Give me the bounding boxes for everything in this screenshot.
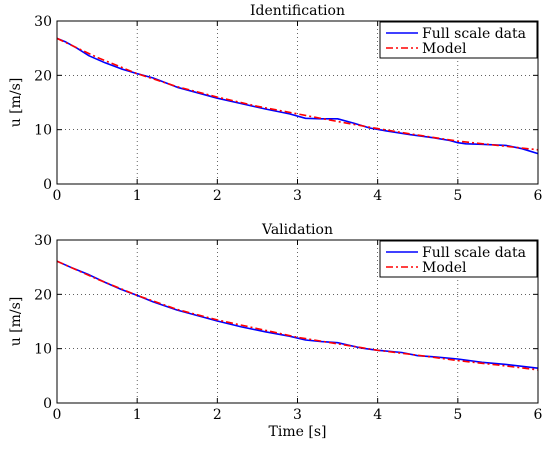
- y-tick-label: 20: [34, 287, 52, 303]
- chart-panel-2: 0 1 2 3 4 5 6 0 10 20 30 Validation u [m/s] Time [s] F…: [8, 222, 543, 440]
- y-axis-label: u [m/s]: [8, 297, 24, 347]
- series-line-full-scale-data: [56, 37, 539, 155]
- y-tick-label: 10: [34, 123, 52, 139]
- legend-label: Full scale data: [422, 26, 526, 42]
- x-tick-label: 3: [293, 407, 302, 423]
- x-tick-label: 2: [213, 407, 222, 423]
- chart-title: Identification: [250, 3, 345, 19]
- x-tick-label: 5: [453, 188, 462, 204]
- x-tick-label: 0: [53, 407, 62, 423]
- legend-box: [379, 21, 538, 59]
- y-tick-label: 30: [34, 233, 52, 249]
- y-tick-label: 20: [34, 68, 52, 84]
- y-tick-label: 10: [34, 342, 52, 358]
- legend-label: Model: [422, 260, 467, 276]
- y-tick-label: 30: [34, 14, 52, 30]
- x-tick-label: 6: [534, 407, 543, 423]
- legend-label: Model: [422, 41, 467, 57]
- y-axis-label: u [m/s]: [8, 78, 24, 128]
- legend-label: Full scale data: [422, 245, 526, 261]
- chart-panel-1: 0 1 2 3 4 5 6 0 10 20 30 Identification u [m/s] Full …: [8, 3, 543, 204]
- x-tick-label: 0: [53, 188, 62, 204]
- series-line-model: [56, 260, 539, 371]
- x-tick-label: 6: [534, 188, 543, 204]
- x-tick-label: 5: [453, 407, 462, 423]
- x-axis-label: Time [s]: [269, 424, 327, 440]
- x-tick-label: 4: [373, 407, 382, 423]
- chart-title: Validation: [261, 222, 333, 238]
- y-tick-label: 0: [43, 177, 52, 193]
- x-tick-label: 1: [133, 188, 142, 204]
- x-tick-label: 3: [293, 188, 302, 204]
- y-tick-label: 0: [43, 396, 52, 412]
- series-line-model: [56, 37, 539, 151]
- x-tick-label: 2: [213, 188, 222, 204]
- x-tick-label: 1: [133, 407, 142, 423]
- x-tick-label: 4: [373, 188, 382, 204]
- legend-box: [379, 240, 538, 278]
